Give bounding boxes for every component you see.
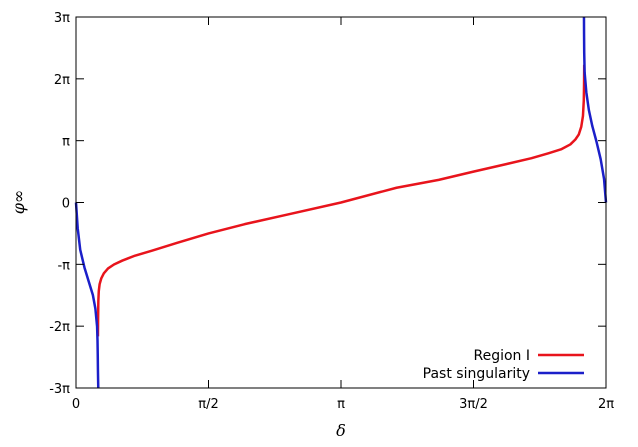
legend-entry-past-singularity: Past singularity: [423, 366, 584, 382]
x-axis-label: δ: [336, 421, 346, 440]
y-tick-label: -3π: [49, 382, 70, 397]
plot-lines: [74, 17, 608, 388]
y-tick-label: 0: [62, 197, 70, 212]
x-tick-label: 0: [72, 397, 80, 412]
x-tick-label: 3π/2: [459, 397, 488, 412]
x-tick-label: 2π: [598, 397, 614, 412]
x-tick-label: π/2: [198, 397, 218, 412]
y-tick-label: -π: [57, 258, 70, 273]
y-tick-label: π: [62, 135, 70, 150]
y-tick-label: 2π: [54, 73, 70, 88]
legend-entry-region-i: Region I: [473, 348, 584, 364]
series-line-past-singularity: [582, 17, 608, 203]
tick-labels: 0 π/2 π 3π/2 2π 3π 2π π 0 -π -2π -3π: [49, 11, 614, 412]
ticks: [75, 16, 607, 389]
y-tick-label: -2π: [49, 320, 70, 335]
series-line-region-i: [96, 64, 586, 337]
y-tick-label: 3π: [54, 11, 70, 26]
legend-label-region-i: Region I: [473, 348, 530, 364]
legend-label-past-singularity: Past singularity: [423, 366, 530, 382]
x-tick-label: π: [337, 397, 345, 412]
legend: Region I Past singularity: [423, 348, 584, 382]
series-line-past-singularity: [74, 202, 100, 388]
y-axis-label: φ∞: [9, 190, 28, 215]
